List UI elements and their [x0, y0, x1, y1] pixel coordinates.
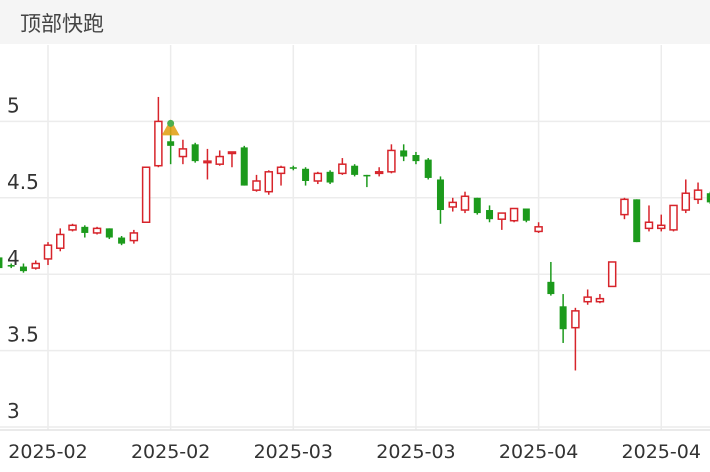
x-tick-label: 2025-03: [254, 441, 333, 463]
x-tick-label: 2025-04: [622, 441, 701, 463]
candle-body: [92, 227, 102, 234]
candle-body: [681, 192, 691, 211]
candle-body: [607, 261, 617, 288]
marker: [161, 119, 180, 136]
candle-body: [400, 150, 408, 157]
candle-body: [693, 189, 703, 201]
marker-dot: [167, 119, 175, 127]
candle-body: [154, 120, 163, 167]
candle-body: [387, 149, 396, 173]
candle-body: [105, 228, 113, 238]
candle-body: [167, 141, 175, 146]
candle-body: [302, 168, 310, 181]
x-tick-label: 2025-03: [376, 441, 455, 463]
candle-body: [56, 233, 65, 249]
candle-body: [31, 262, 40, 269]
candle-body: [559, 306, 567, 330]
y-tick-label: 4.5: [7, 170, 39, 194]
candle-body: [706, 193, 710, 203]
candle-body: [43, 244, 53, 260]
y-tick-label: 4: [7, 246, 20, 270]
candle-body: [326, 171, 334, 183]
candle-body: [118, 237, 126, 244]
y-tick-label: 5: [7, 93, 20, 117]
candle-body: [351, 165, 359, 175]
candle-body: [497, 212, 507, 220]
x-tick-label: 2025-02: [8, 441, 87, 463]
y-tick-label: 3: [7, 399, 20, 423]
candle-body: [436, 179, 444, 211]
header-title: 顶部快跑: [20, 12, 104, 36]
x-tick-label: 2025-04: [499, 441, 578, 463]
candle-body: [571, 310, 580, 329]
candle-body: [534, 226, 543, 233]
candle-body: [264, 171, 274, 193]
candle-body: [141, 166, 151, 223]
candle-body: [412, 155, 420, 162]
candle-body: [203, 160, 212, 164]
candle-body: [68, 224, 77, 231]
candle-body: [644, 221, 654, 230]
candle-body: [424, 159, 432, 178]
candle-body: [215, 155, 224, 165]
candle-body: [522, 208, 530, 221]
candle-body: [289, 167, 297, 169]
candle-body: [460, 195, 470, 211]
candle-body: [252, 180, 261, 191]
candle-body: [374, 171, 384, 175]
candle-body: [81, 226, 89, 233]
candle-body: [547, 281, 555, 295]
candle-body: [178, 148, 188, 158]
candle-body: [129, 232, 139, 242]
candle-body: [620, 198, 629, 216]
candle-body: [240, 147, 248, 186]
candle-body: [473, 197, 481, 214]
x-tick-label: 2025-02: [131, 441, 210, 463]
candle-body: [313, 172, 323, 182]
candle-body: [669, 204, 678, 231]
candle-body: [191, 144, 199, 162]
candle-body: [509, 207, 519, 222]
candle-body: [448, 201, 457, 208]
candle-body: [338, 163, 347, 175]
candle-body: [227, 151, 237, 155]
candle-body: [276, 166, 286, 175]
candle-body: [595, 297, 605, 303]
candle-body: [19, 266, 27, 272]
y-tick-label: 3.5: [7, 323, 39, 347]
header: 顶部快跑: [0, 0, 710, 44]
candle-body: [7, 265, 15, 267]
candle-body: [0, 257, 3, 269]
candle-body: [486, 210, 494, 220]
candle-body: [633, 199, 641, 243]
candle-body: [363, 174, 371, 177]
candle-body: [583, 296, 592, 303]
candle-body: [657, 224, 666, 230]
